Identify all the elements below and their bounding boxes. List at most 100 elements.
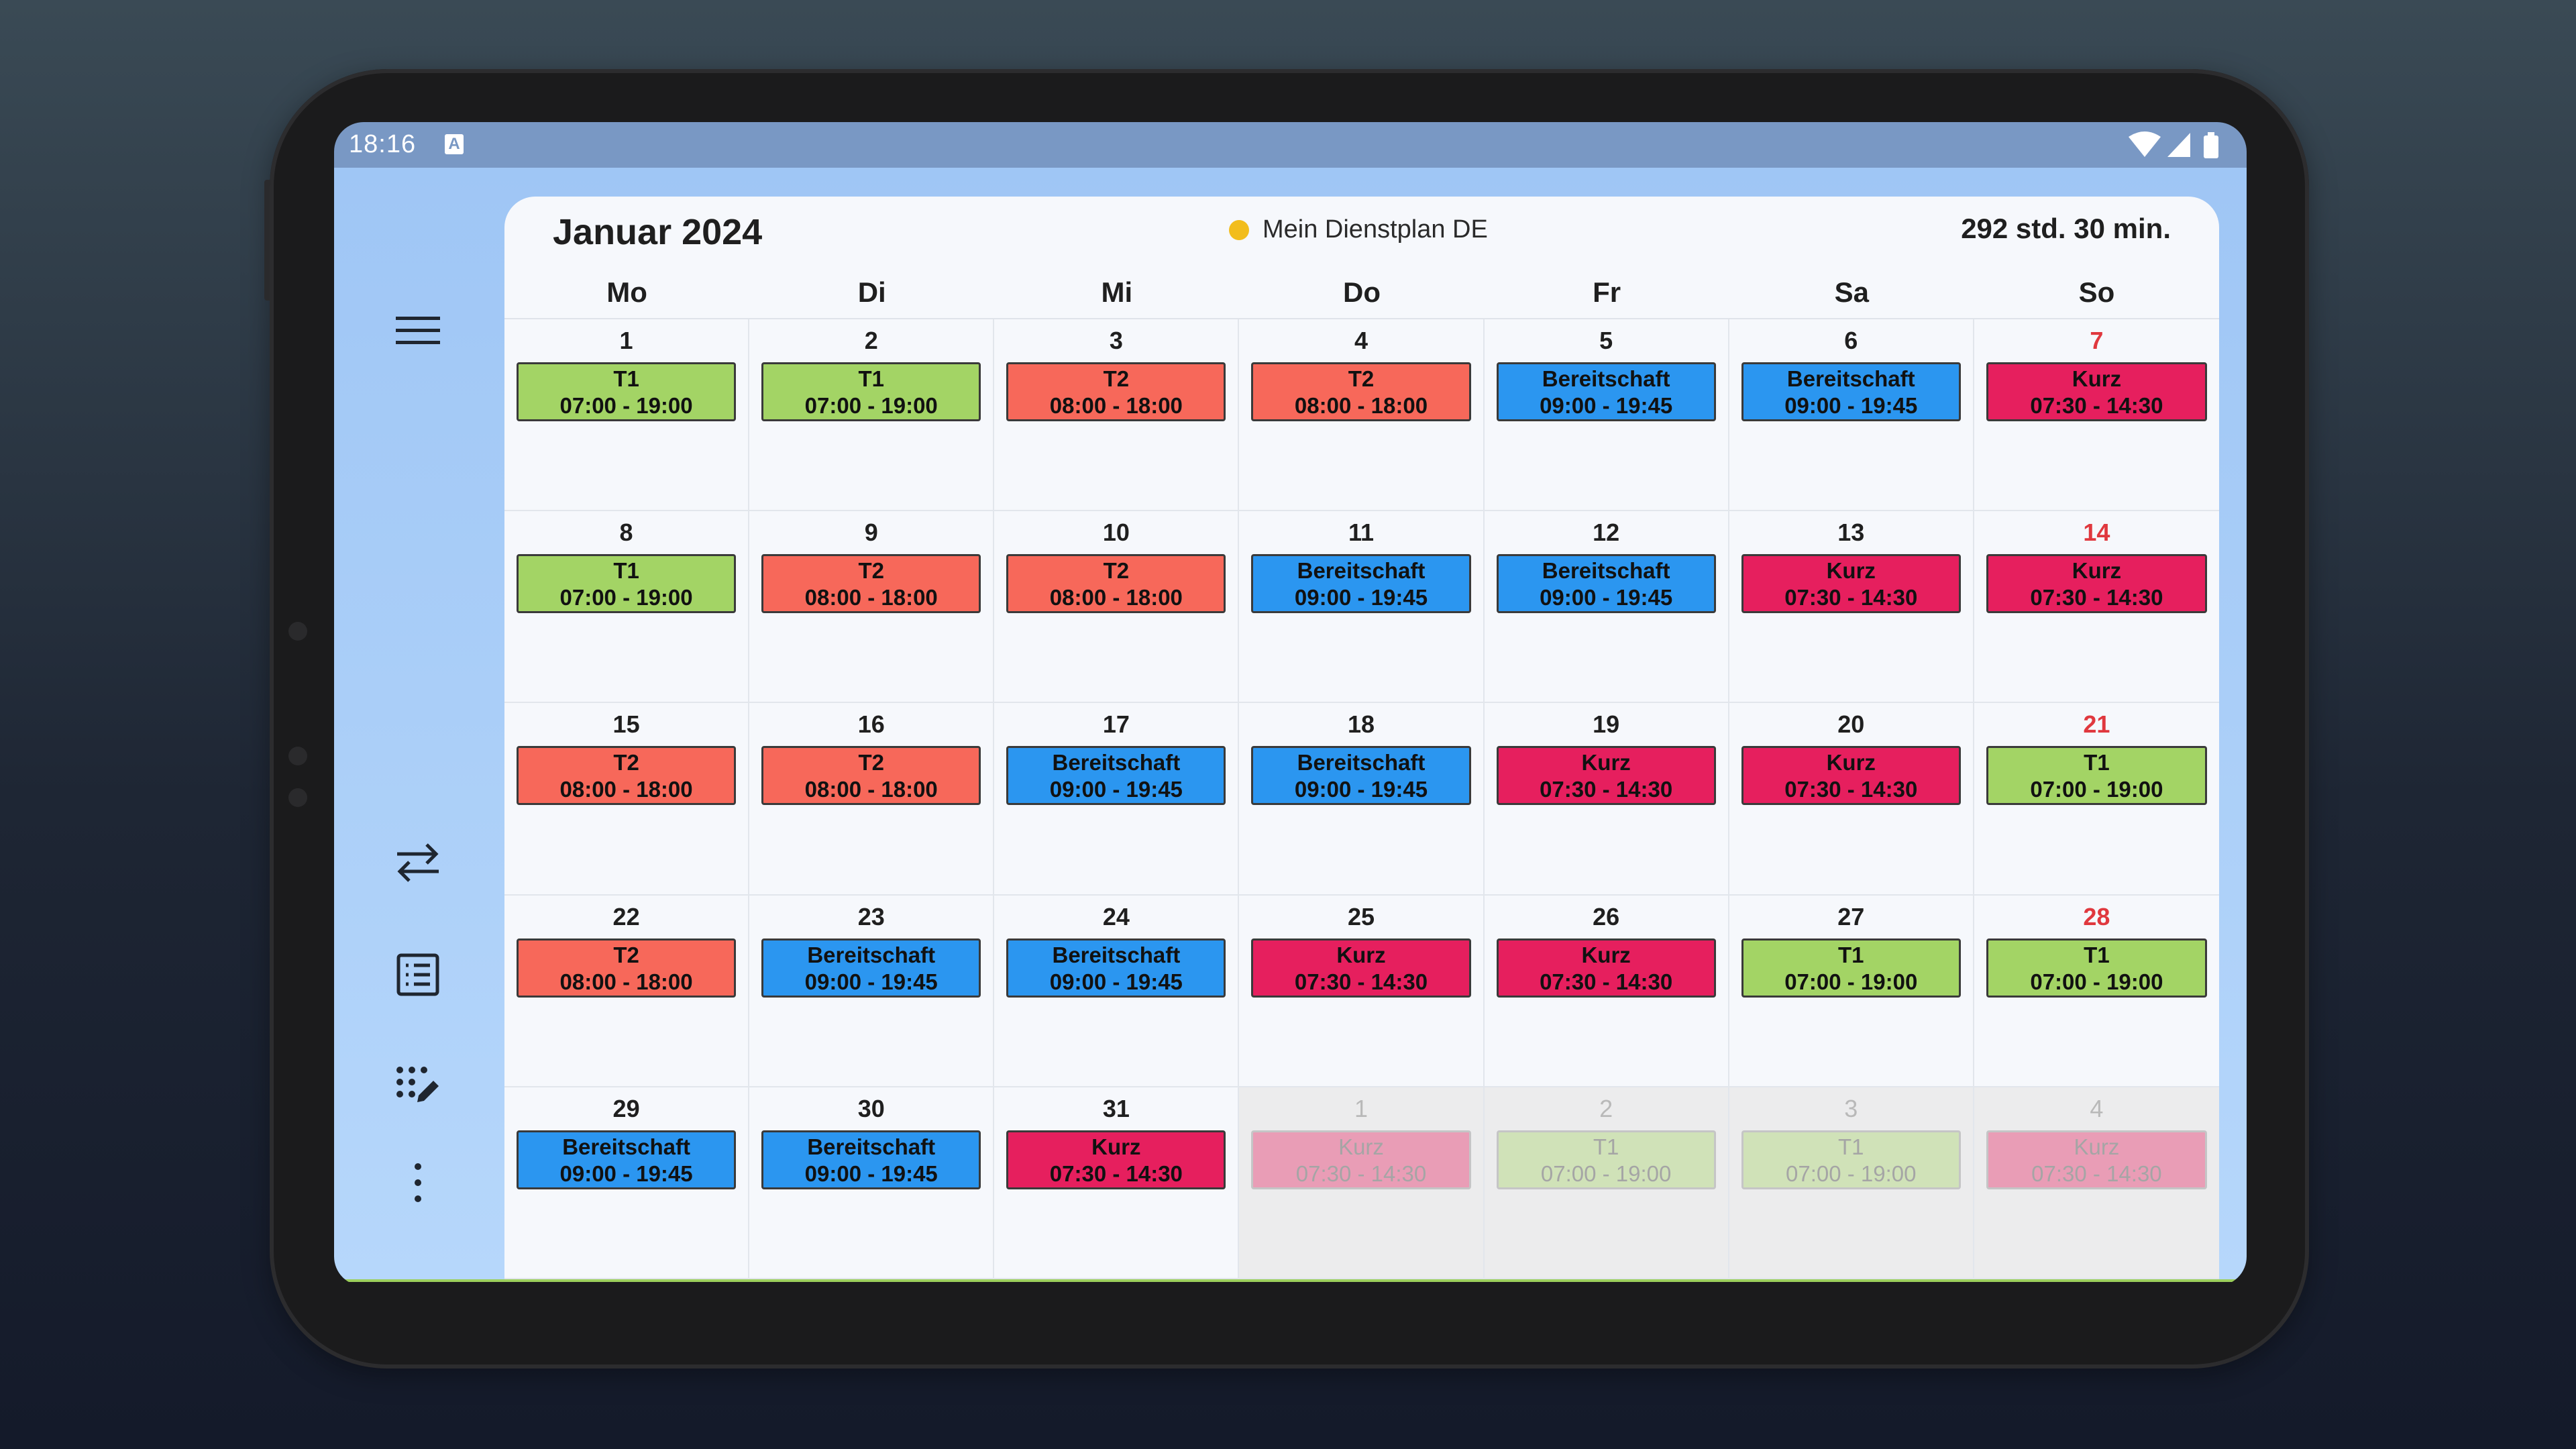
shift-chip[interactable]: T2 08:00 - 18:00 <box>761 554 981 614</box>
day-cell[interactable]: 3 T1 07:00 - 19:00 <box>1729 1087 1974 1279</box>
day-cell[interactable]: 7 Kurz 07:30 - 14:30 <box>1974 319 2219 512</box>
shift-time: 09:00 - 19:45 <box>1540 393 1673 418</box>
day-number: 5 <box>1599 327 1613 354</box>
day-cell[interactable]: 9 T2 08:00 - 18:00 <box>749 511 995 704</box>
day-cell[interactable]: 14 Kurz 07:30 - 14:30 <box>1974 511 2219 704</box>
battery-icon <box>2204 132 2218 158</box>
shift-chip[interactable]: T2 08:00 - 18:00 <box>761 746 981 806</box>
day-cell[interactable]: 31 Kurz 07:30 - 14:30 <box>994 1087 1240 1279</box>
day-cell[interactable]: 26 Kurz 07:30 - 14:30 <box>1484 895 1729 1087</box>
day-cell[interactable]: 1 Kurz 07:30 - 14:30 <box>1239 1087 1485 1279</box>
shift-time: 07:30 - 14:30 <box>2030 585 2163 610</box>
shift-chip[interactable]: Kurz 07:30 - 14:30 <box>1986 362 2207 421</box>
shift-chip[interactable]: Bereitschaft 09:00 - 19:45 <box>1741 362 1961 421</box>
shift-chip[interactable]: T1 07:00 - 19:00 <box>1741 1130 1961 1189</box>
shift-time: 08:00 - 18:00 <box>559 777 693 802</box>
day-cell[interactable]: 18 Bereitschaft 09:00 - 19:45 <box>1239 703 1485 896</box>
day-number: 4 <box>2090 1094 2104 1122</box>
shift-chip[interactable]: Kurz 07:30 - 14:30 <box>1496 746 1716 806</box>
shift-chip[interactable]: Kurz 07:30 - 14:30 <box>1741 746 1961 806</box>
day-cell[interactable]: 2 T1 07:00 - 19:00 <box>749 319 995 512</box>
day-cell[interactable]: 30 Bereitschaft 09:00 - 19:45 <box>749 1087 995 1279</box>
menu-icon[interactable] <box>394 307 441 354</box>
edit-dots-icon[interactable] <box>394 1063 441 1110</box>
shift-chip[interactable]: T2 08:00 - 18:00 <box>1251 362 1471 421</box>
shift-name: T2 <box>858 750 884 775</box>
shift-chip[interactable]: T1 07:00 - 19:00 <box>517 554 737 614</box>
shift-time: 07:30 - 14:30 <box>1540 777 1673 802</box>
day-cell[interactable]: 15 T2 08:00 - 18:00 <box>504 703 750 896</box>
shift-chip[interactable]: Bereitschaft 09:00 - 19:45 <box>1251 746 1471 806</box>
day-cell[interactable]: 10 T2 08:00 - 18:00 <box>994 511 1240 704</box>
shift-name: Bereitschaft <box>1542 366 1670 391</box>
shift-time: 07:00 - 19:00 <box>559 585 693 610</box>
shift-chip[interactable]: T1 07:00 - 19:00 <box>1496 1130 1716 1189</box>
plan-selector[interactable]: Mein Dienstplan DE <box>1229 215 1488 244</box>
shift-time: 07:00 - 19:00 <box>1540 1161 1672 1186</box>
shift-chip[interactable]: Kurz 07:30 - 14:30 <box>1986 1130 2207 1189</box>
plan-color-dot <box>1229 219 1249 240</box>
day-cell[interactable]: 19 Kurz 07:30 - 14:30 <box>1484 703 1729 896</box>
shift-chip[interactable]: Kurz 07:30 - 14:30 <box>1006 1130 1226 1189</box>
sensor-dot <box>288 747 307 765</box>
shift-chip[interactable]: Bereitschaft 09:00 - 19:45 <box>1496 362 1716 421</box>
day-cell[interactable]: 5 Bereitschaft 09:00 - 19:45 <box>1484 319 1729 512</box>
day-cell[interactable]: 29 Bereitschaft 09:00 - 19:45 <box>504 1087 750 1279</box>
day-cell[interactable]: 21 T1 07:00 - 19:00 <box>1974 703 2219 896</box>
more-vert-icon[interactable] <box>394 1159 441 1206</box>
day-cell[interactable]: 13 Kurz 07:30 - 14:30 <box>1729 511 1974 704</box>
shift-chip[interactable]: T2 08:00 - 18:00 <box>1006 362 1226 421</box>
day-cell[interactable]: 24 Bereitschaft 09:00 - 19:45 <box>994 895 1240 1087</box>
shift-chip[interactable]: T1 07:00 - 19:00 <box>517 362 737 421</box>
shift-name: T2 <box>1103 366 1130 391</box>
day-cell[interactable]: 28 T1 07:00 - 19:00 <box>1974 896 2219 1087</box>
day-cell[interactable]: 3 T2 08:00 - 18:00 <box>994 319 1240 512</box>
day-cell[interactable]: 1 T1 07:00 - 19:00 <box>504 319 750 512</box>
day-cell[interactable]: 2 T1 07:00 - 19:00 <box>1484 1087 1729 1279</box>
day-cell[interactable]: 16 T2 08:00 - 18:00 <box>749 703 995 896</box>
shift-chip[interactable]: Bereitschaft 09:00 - 19:45 <box>1006 938 1226 998</box>
shift-chip[interactable]: T2 08:00 - 18:00 <box>517 746 737 806</box>
shift-chip[interactable]: Kurz 07:30 - 14:30 <box>1986 554 2207 614</box>
shift-time: 07:30 - 14:30 <box>1049 1161 1183 1186</box>
day-number: 27 <box>1837 902 1865 930</box>
shift-chip[interactable]: T1 07:00 - 19:00 <box>761 362 981 421</box>
shift-chip[interactable]: Kurz 07:30 - 14:30 <box>1496 938 1716 998</box>
day-cell[interactable]: 11 Bereitschaft 09:00 - 19:45 <box>1239 511 1485 704</box>
shift-chip[interactable]: Bereitschaft 09:00 - 19:45 <box>761 938 981 998</box>
day-cell[interactable]: 25 Kurz 07:30 - 14:30 <box>1239 895 1485 1087</box>
day-cell[interactable]: 4 Kurz 07:30 - 14:30 <box>1974 1087 2219 1279</box>
shift-chip[interactable]: Bereitschaft 09:00 - 19:45 <box>1251 554 1471 614</box>
shift-time: 07:30 - 14:30 <box>1784 585 1918 610</box>
day-cell[interactable]: 17 Bereitschaft 09:00 - 19:45 <box>994 703 1240 896</box>
day-cell[interactable]: 27 T1 07:00 - 19:00 <box>1729 895 1974 1087</box>
wifi-icon <box>2129 131 2161 157</box>
day-number: 28 <box>2083 902 2110 930</box>
shift-chip[interactable]: Bereitschaft 09:00 - 19:45 <box>517 1130 737 1189</box>
shift-chip[interactable]: T1 07:00 - 19:00 <box>1986 746 2207 806</box>
shift-chip[interactable]: Kurz 07:30 - 14:30 <box>1251 1130 1471 1189</box>
shift-chip[interactable]: Bereitschaft 09:00 - 19:45 <box>1496 554 1716 614</box>
shift-chip[interactable]: Bereitschaft 09:00 - 19:45 <box>1006 746 1226 806</box>
day-cell[interactable]: 12 Bereitschaft 09:00 - 19:45 <box>1484 511 1729 704</box>
day-cell[interactable]: 22 T2 08:00 - 18:00 <box>504 895 750 1087</box>
shift-chip[interactable]: Bereitschaft 09:00 - 19:45 <box>761 1130 981 1189</box>
shift-name: Bereitschaft <box>1052 942 1181 967</box>
day-cell[interactable]: 6 Bereitschaft 09:00 - 19:45 <box>1729 319 1974 512</box>
shift-chip[interactable]: T2 08:00 - 18:00 <box>1006 554 1226 614</box>
swap-arrows-icon[interactable] <box>394 839 441 885</box>
list-icon[interactable] <box>394 951 441 998</box>
shift-time: 09:00 - 19:45 <box>1049 969 1183 994</box>
day-cell[interactable]: 23 Bereitschaft 09:00 - 19:45 <box>749 895 995 1087</box>
shift-chip[interactable]: T1 07:00 - 19:00 <box>1986 938 2207 998</box>
shift-chip[interactable]: T1 07:00 - 19:00 <box>1741 938 1961 998</box>
shift-chip[interactable]: Kurz 07:30 - 14:30 <box>1251 938 1471 998</box>
day-number: 30 <box>857 1094 885 1122</box>
shift-time: 09:00 - 19:45 <box>804 969 938 994</box>
shift-chip[interactable]: Kurz 07:30 - 14:30 <box>1741 554 1961 614</box>
shift-chip[interactable]: T2 08:00 - 18:00 <box>517 938 737 998</box>
day-number: 10 <box>1102 519 1130 547</box>
day-cell[interactable]: 4 T2 08:00 - 18:00 <box>1239 319 1485 512</box>
day-cell[interactable]: 20 Kurz 07:30 - 14:30 <box>1729 703 1974 896</box>
day-cell[interactable]: 8 T1 07:00 - 19:00 <box>504 511 750 704</box>
